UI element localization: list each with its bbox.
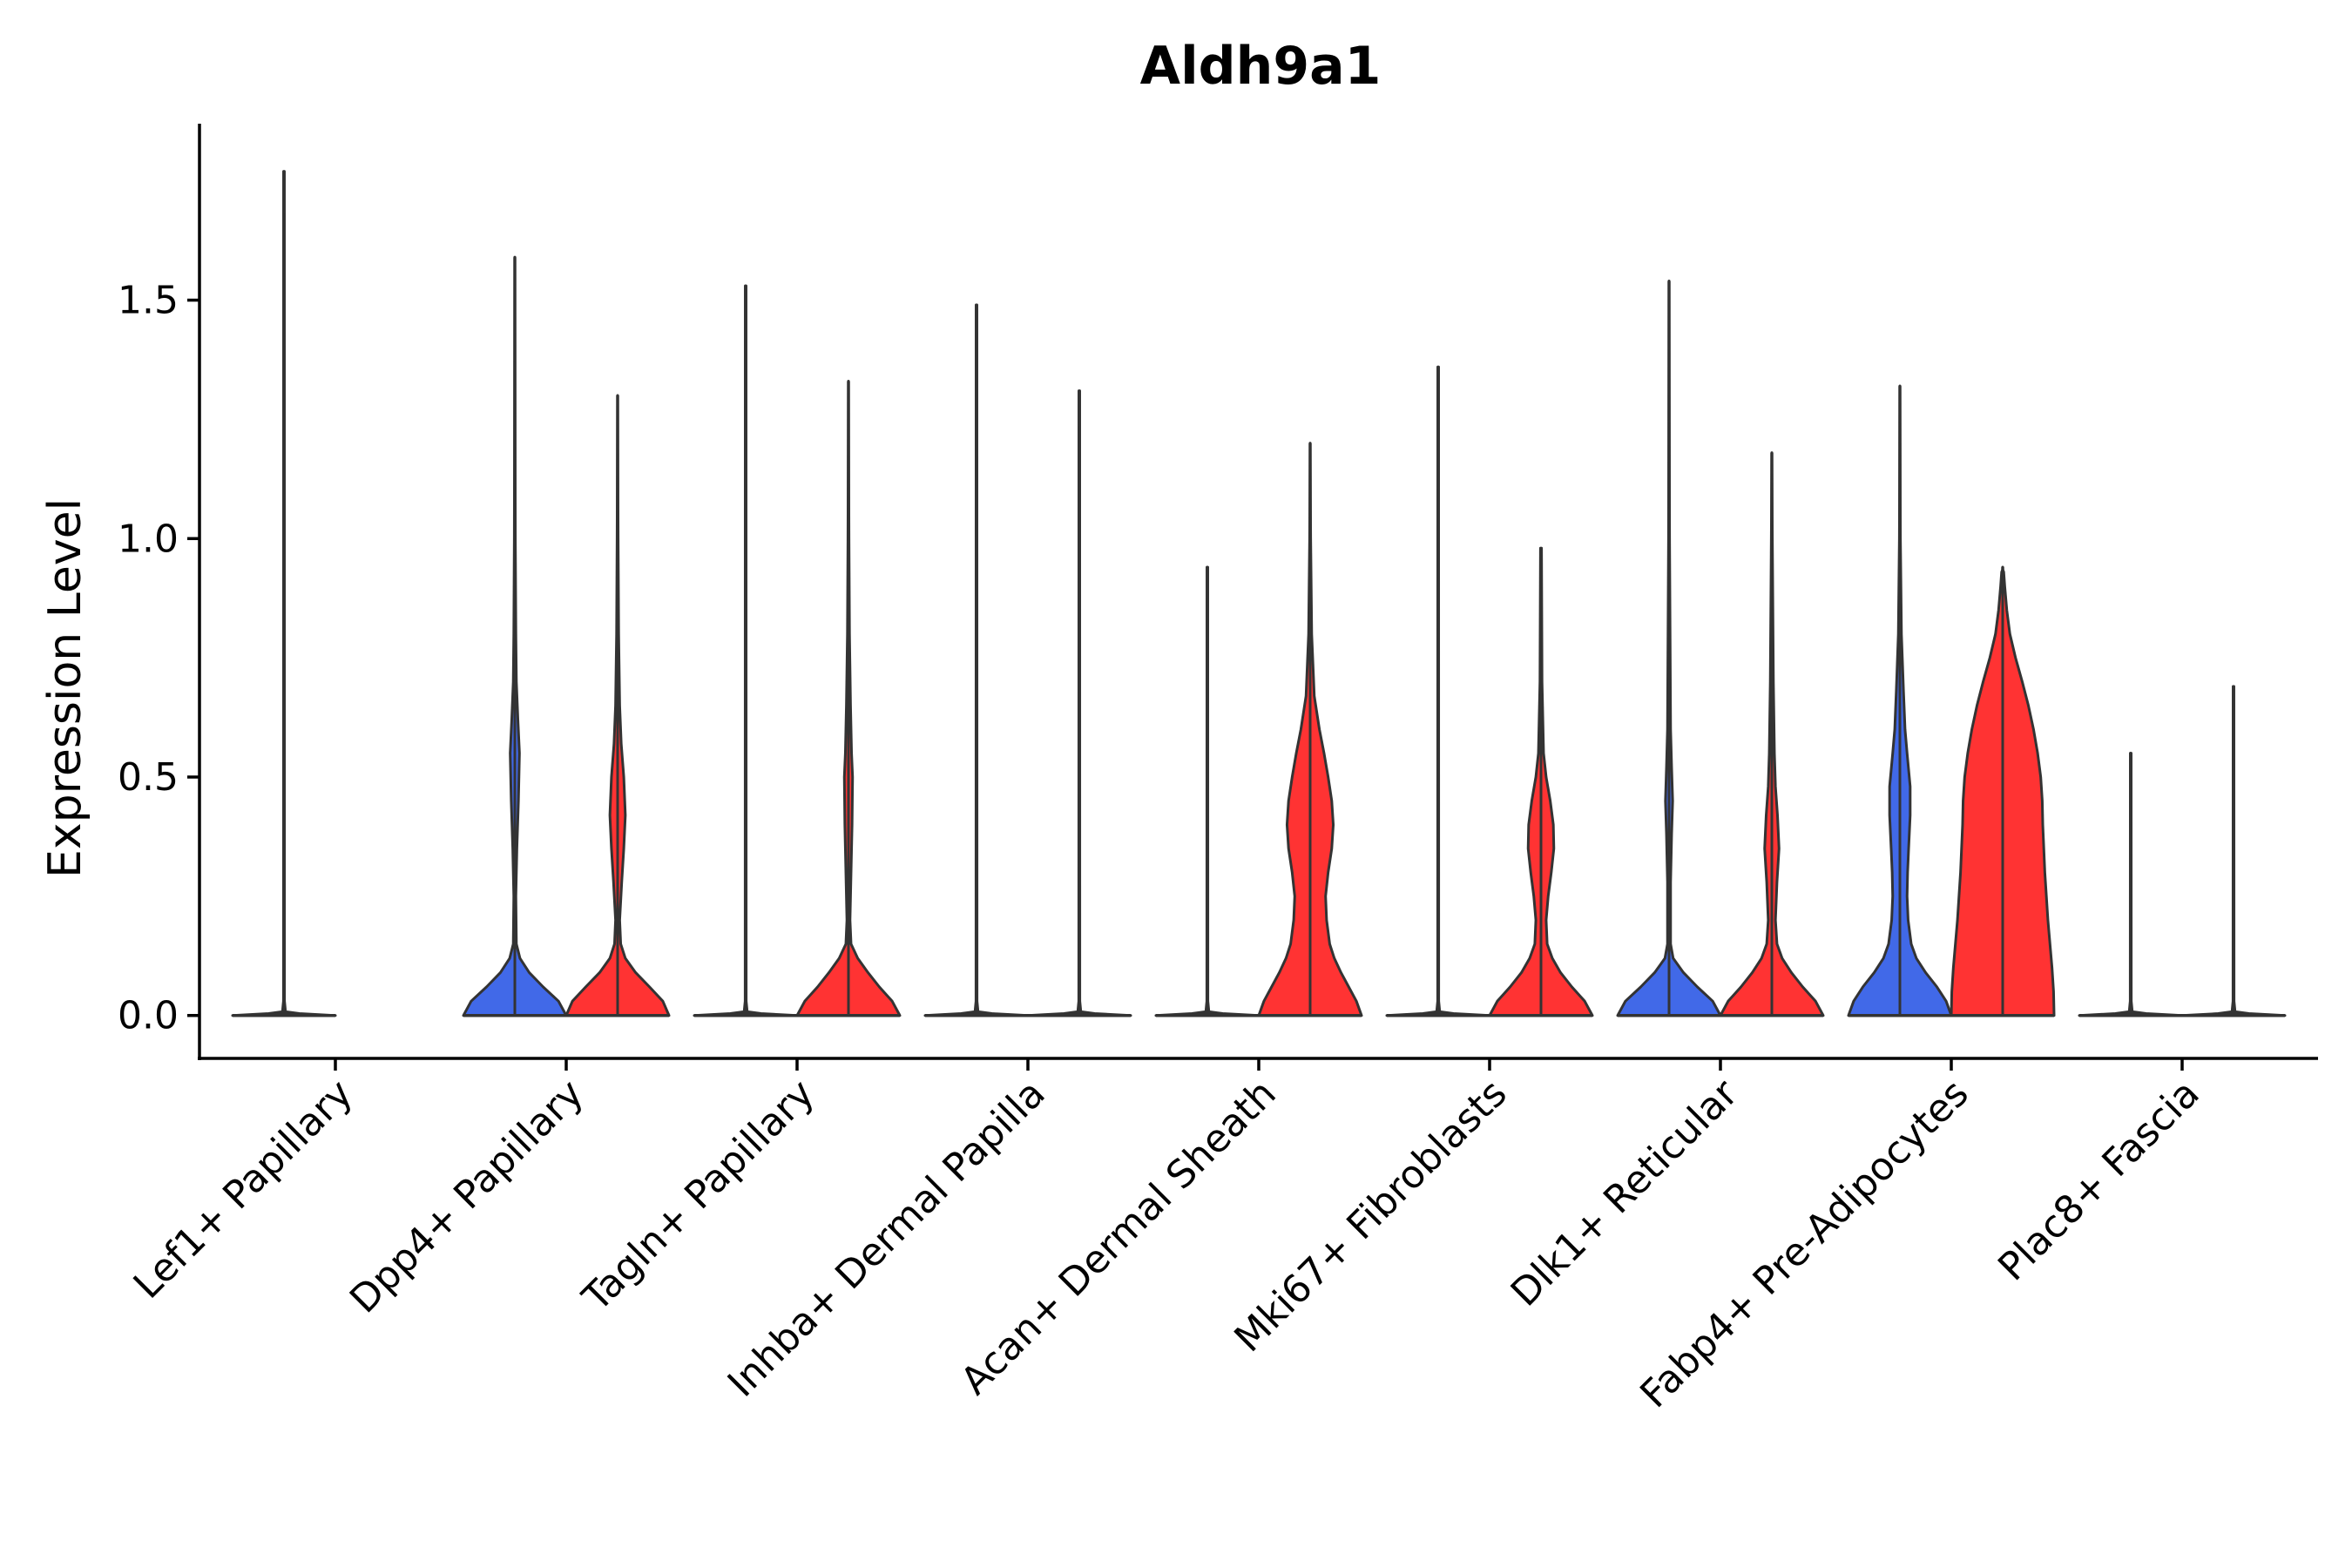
plot-area — [231, 170, 2287, 1017]
violin-1-left-half — [462, 255, 568, 1017]
violin-body-right-1-1 — [616, 394, 671, 1017]
violin-2-right-half — [795, 380, 902, 1017]
violin-body-left-1-1 — [564, 394, 619, 1017]
violin-7-left-half — [1847, 384, 1953, 1017]
violin-body-right-2-0 — [744, 284, 799, 1017]
y-tick-label-3: 1.5 — [118, 279, 179, 323]
y-tick-label-1: 0.5 — [118, 755, 179, 800]
violin-5-left-half — [1385, 365, 1491, 1017]
violin-body-right-3-0 — [975, 303, 1030, 1017]
violin-5-right-half — [1488, 546, 1594, 1017]
violin-0-left-half — [231, 170, 337, 1017]
violin-body-right-5-1 — [1539, 546, 1594, 1017]
violin-body-right-7-0 — [1898, 384, 1953, 1017]
violin-3-left-half — [923, 303, 1030, 1017]
violin-body-right-6-0 — [1667, 280, 1722, 1017]
x-tick-label-8: Plac8+ Fascia — [1990, 1071, 2208, 1290]
violin-body-left-4-1 — [1257, 442, 1312, 1017]
x-tick-label-0: Lef1+ Papillary — [125, 1071, 362, 1308]
violin-body-left-6-0 — [1616, 280, 1671, 1017]
violin-body-right-6-1 — [1770, 451, 1825, 1017]
violin-2-left-half — [693, 284, 799, 1017]
violin-3-right-half — [1026, 389, 1132, 1017]
violin-body-right-5-0 — [1436, 365, 1491, 1017]
y-axis-label: Expression Level — [39, 498, 91, 878]
violin-8-right-half — [2180, 685, 2287, 1017]
violin-body-left-8-1 — [2180, 685, 2235, 1017]
violin-1-right-half — [564, 394, 671, 1017]
violin-body-left-3-1 — [1026, 389, 1081, 1017]
violin-body-right-3-1 — [1078, 389, 1132, 1017]
violin-body-right-8-1 — [2232, 685, 2287, 1017]
x-tick-label-2: Tagln+ Papillary — [574, 1071, 823, 1321]
violin-6-left-half — [1616, 280, 1722, 1017]
violin-body-right-8-0 — [2129, 752, 2184, 1017]
violin-body-right-4-1 — [1308, 442, 1363, 1017]
violin-body-left-3-0 — [923, 303, 978, 1017]
violin-4-left-half — [1154, 565, 1260, 1017]
violin-body-left-8-0 — [2078, 752, 2132, 1017]
violin-body-left-5-0 — [1385, 365, 1440, 1017]
violin-body-left-4-0 — [1154, 565, 1209, 1017]
chart-title: Aldh9a1 — [1140, 36, 1382, 97]
violin-6-right-half — [1719, 451, 1825, 1017]
violin-body-left-2-0 — [693, 284, 747, 1017]
violin-body-right-1-0 — [513, 255, 568, 1017]
violin-body-left-6-1 — [1719, 451, 1774, 1017]
violin-8-left-half — [2078, 752, 2184, 1017]
violin-body-right-0-0 — [282, 170, 337, 1017]
x-tick-label-1: Dpp4+ Papillary — [341, 1071, 592, 1322]
violin-7-right-half — [1950, 565, 2056, 1017]
y-axis-ticks: 0.0 0.5 1.0 1.5 — [118, 279, 199, 1038]
violin-body-left-2-1 — [795, 380, 850, 1017]
y-tick-label-0: 0.0 — [118, 994, 179, 1038]
violin-body-left-1-0 — [462, 255, 517, 1017]
violin-body-right-4-0 — [1206, 565, 1260, 1017]
y-tick-label-2: 1.0 — [118, 517, 179, 561]
violin-body-left-7-1 — [1950, 565, 2004, 1017]
violin-4-right-half — [1257, 442, 1363, 1017]
violin-body-left-0-0 — [231, 170, 286, 1017]
x-tick-label-6: Dlk1+ Reticular — [1503, 1071, 1747, 1315]
violin-body-left-7-0 — [1847, 384, 1902, 1017]
violin-body-left-5-1 — [1488, 546, 1543, 1017]
violin-body-right-7-1 — [2001, 565, 2056, 1017]
violin-body-right-2-1 — [847, 380, 902, 1017]
